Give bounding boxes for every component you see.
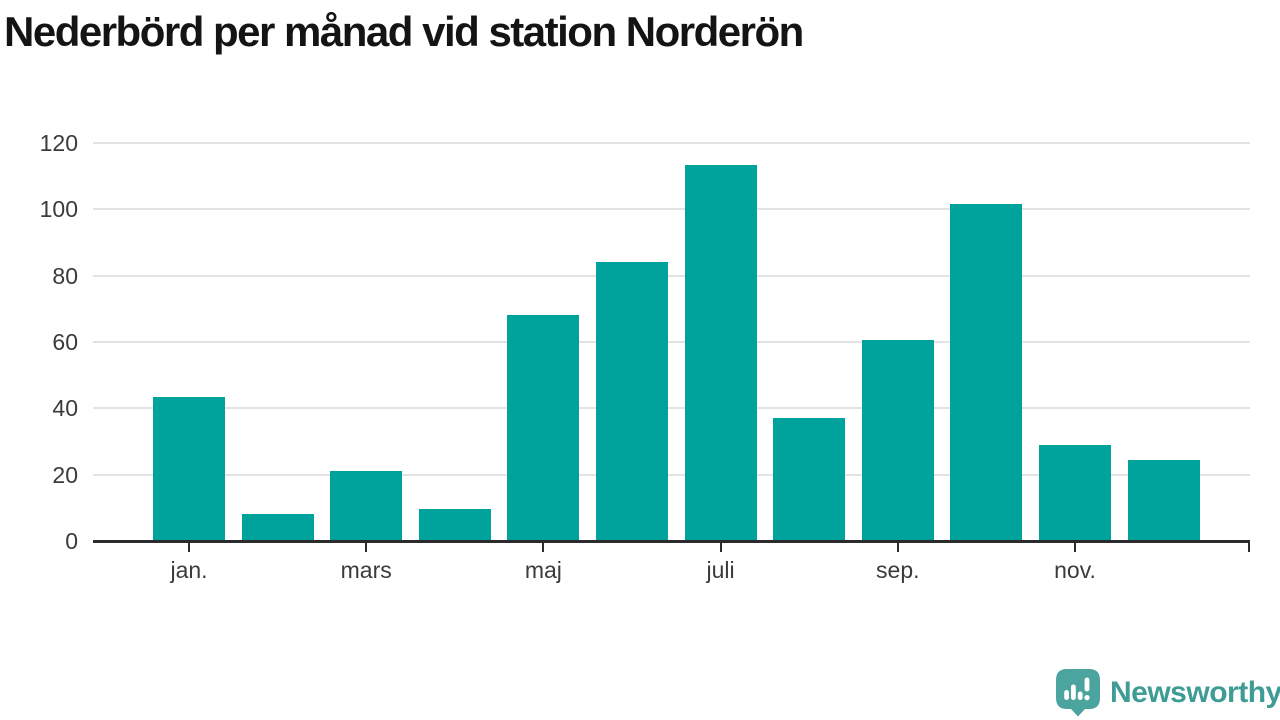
chart-title: Nederbörd per månad vid station Norderön: [4, 8, 804, 55]
y-axis-tick-label: 100: [39, 196, 78, 223]
x-axis-tick-label: mars: [340, 557, 392, 583]
x-axis-line: [93, 539, 1250, 543]
x-axis-tick: [719, 542, 722, 552]
gridline-40: [93, 407, 1250, 410]
x-axis-end-tick: [1248, 542, 1250, 552]
newsworthy-logo: Newsworthy: [1056, 669, 1280, 717]
bar-jan.: [153, 396, 225, 541]
x-axis-tick-label: juli: [706, 557, 735, 583]
gridline-100: [93, 208, 1250, 211]
bar-juli: [684, 164, 757, 541]
bar-sep.: [861, 340, 934, 541]
bar-feb.: [241, 514, 314, 541]
x-axis-tick-label: jan.: [170, 557, 208, 583]
bar-dec.: [1127, 459, 1200, 541]
newsworthy-brand-text: Newsworthy: [1110, 676, 1280, 709]
x-axis-tick: [896, 542, 899, 552]
x-axis-tick: [1074, 542, 1076, 552]
x-axis-tick-label: maj: [524, 557, 562, 583]
x-axis-tick-label: sep.: [876, 557, 920, 583]
bar-apr.: [418, 509, 491, 541]
y-axis-tick-label: 0: [65, 528, 78, 554]
bar-nov.: [1039, 444, 1111, 541]
bar-okt.: [950, 204, 1023, 541]
y-axis-tick-label: 60: [52, 329, 78, 355]
bar-juni: [596, 262, 668, 541]
newsworthy-logo-icon: [1056, 669, 1100, 717]
gridline-20: [93, 473, 1250, 476]
y-axis-tick-label: 80: [52, 262, 78, 289]
x-axis-tick: [365, 542, 368, 552]
y-axis-tick-label: 120: [39, 130, 78, 156]
bar-aug.: [773, 418, 846, 541]
y-axis-tick-label: 40: [52, 395, 78, 422]
gridline-60: [93, 341, 1250, 343]
x-axis-tick: [542, 542, 545, 552]
gridline-80: [93, 274, 1250, 277]
bar-mars: [330, 471, 403, 541]
x-axis-tick: [188, 542, 190, 552]
bar-maj: [507, 315, 580, 541]
y-axis-tick-label: 20: [52, 461, 78, 488]
x-axis-tick-label: nov.: [1054, 557, 1096, 583]
gridline-120: [93, 142, 1250, 144]
